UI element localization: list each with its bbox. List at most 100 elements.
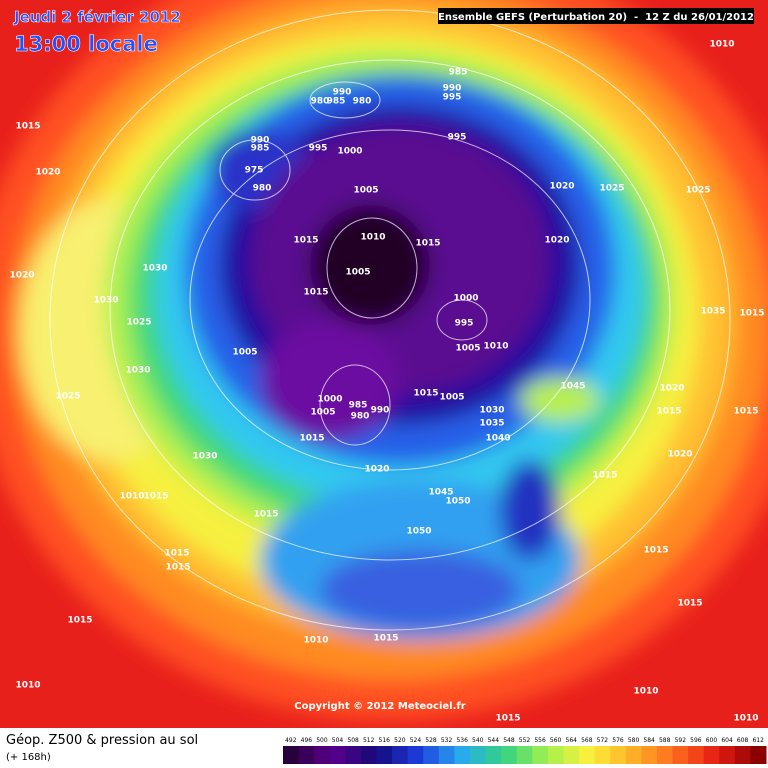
pressure-label: 1045 bbox=[560, 382, 585, 392]
pressure-label: 980 bbox=[311, 97, 330, 107]
colorbar-label: 572 bbox=[597, 737, 609, 744]
colorbar-label: 532 bbox=[441, 737, 453, 744]
colorbar-cell bbox=[750, 746, 767, 764]
colorbar-label: 568 bbox=[581, 737, 593, 744]
pressure-label: 1015 bbox=[303, 288, 328, 298]
pressure-label: 1030 bbox=[192, 452, 217, 462]
colorbar-cell bbox=[532, 746, 549, 764]
pressure-label: 995 bbox=[455, 319, 474, 329]
copyright: Copyright © 2012 Meteociel.fr bbox=[294, 701, 465, 712]
pressure-label: 1025 bbox=[685, 186, 710, 196]
pressure-label: 1005 bbox=[310, 408, 335, 418]
pressure-label: 995 bbox=[443, 93, 462, 103]
pressure-label: 1015 bbox=[495, 714, 520, 724]
pressure-label: 1050 bbox=[445, 497, 470, 507]
pressure-label: 1050 bbox=[406, 527, 431, 537]
pressure-label: 1025 bbox=[599, 184, 624, 194]
colorbar-cell bbox=[579, 746, 596, 764]
pressure-label: 1010 bbox=[15, 681, 40, 691]
colorbar-cell bbox=[376, 746, 393, 764]
pressure-label: 1015 bbox=[739, 309, 764, 319]
pressure-label: 980 bbox=[351, 412, 370, 422]
pressure-label: 1020 bbox=[544, 236, 569, 246]
pressure-label: 1030 bbox=[125, 366, 150, 376]
colorbar: 492 496 500 504 508 512 516 520 524 528 532 536 540 5… bbox=[283, 737, 767, 764]
colorbar-label: 608 bbox=[737, 737, 749, 744]
pressure-label: 1030 bbox=[142, 264, 167, 274]
pressure-label: 1020 bbox=[659, 384, 684, 394]
pressure-label: 995 bbox=[448, 133, 467, 143]
pressure-label: 1035 bbox=[479, 419, 504, 429]
colorbar-label: 588 bbox=[659, 737, 671, 744]
pressure-label: 1030 bbox=[93, 296, 118, 306]
pressure-label: 1015 bbox=[656, 407, 681, 417]
pressure-label: 1010 bbox=[360, 233, 385, 243]
pressure-label: 990 bbox=[251, 136, 270, 146]
header-box bbox=[438, 8, 754, 24]
colorbar-label: 512 bbox=[363, 737, 375, 744]
colorbar-cell bbox=[454, 746, 471, 764]
colorbar-cell bbox=[485, 746, 502, 764]
colorbar-cell bbox=[563, 746, 580, 764]
pressure-label: 1010 bbox=[303, 636, 328, 646]
pressure-label: 1020 bbox=[9, 271, 34, 281]
pressure-label: 1005 bbox=[345, 268, 370, 278]
lead-time: (+ 168h) bbox=[6, 752, 51, 763]
colorbar-cell bbox=[719, 746, 736, 764]
colorbar-label: 508 bbox=[347, 737, 359, 744]
pressure-label: 1040 bbox=[485, 434, 510, 444]
colorbar-label: 552 bbox=[519, 737, 531, 744]
colorbar-cell bbox=[656, 746, 674, 764]
pressure-label: 1015 bbox=[733, 407, 758, 417]
pressure-label: 1005 bbox=[439, 393, 464, 403]
colorbar-cell bbox=[703, 746, 720, 764]
colorbar-cell bbox=[423, 746, 440, 764]
colorbar-cell bbox=[641, 746, 658, 764]
pressure-label: 1015 bbox=[164, 549, 189, 559]
valid-date: Jeudi 2 février 2012 bbox=[13, 8, 181, 26]
field bbox=[0, 0, 768, 728]
colorbar-cell bbox=[625, 746, 642, 764]
colorbar-label: 564 bbox=[566, 737, 578, 744]
colorbar-label: 556 bbox=[534, 737, 546, 744]
pressure-label: 990 bbox=[443, 84, 462, 94]
pressure-label: 1015 bbox=[373, 634, 398, 644]
pressure-label: 1015 bbox=[415, 239, 440, 249]
colorbar-label: 544 bbox=[488, 737, 500, 744]
colorbar-label: 548 bbox=[503, 737, 515, 744]
pressure-label: 1005 bbox=[455, 344, 480, 354]
colorbar-cell bbox=[501, 746, 518, 764]
pressure-label: 1005 bbox=[232, 348, 257, 358]
pressure-label: 1015 bbox=[67, 616, 92, 626]
pressure-label: 1000 bbox=[337, 147, 362, 157]
colorbar-cell bbox=[314, 746, 331, 764]
pressure-label: 1045 bbox=[428, 488, 453, 498]
pressure-label: 1020 bbox=[667, 450, 692, 460]
colorbar-cell bbox=[283, 746, 300, 764]
colorbar-cell bbox=[594, 746, 611, 764]
pressure-label: 1010 bbox=[633, 687, 658, 697]
model-run: Ensemble GEFS (Perturbation 20) - 12 Z d… bbox=[438, 12, 754, 23]
pressure-label: 1015 bbox=[299, 434, 324, 444]
pressure-label: 985 bbox=[251, 144, 270, 154]
pressure-label: 1015 bbox=[677, 599, 702, 609]
pressure-label: 1015 bbox=[413, 389, 438, 399]
colorbar-cell bbox=[610, 746, 627, 764]
pressure-label: 1035 bbox=[700, 307, 725, 317]
pressure-label: 1000 bbox=[317, 395, 342, 405]
pressure-label: 985 bbox=[349, 401, 368, 411]
pressure-label: 1015 bbox=[165, 563, 190, 573]
isobars bbox=[49, 9, 731, 631]
pressure-label: 1010 bbox=[709, 40, 734, 50]
colorbar-label: 596 bbox=[690, 737, 702, 744]
valid-time: 13:00 locale bbox=[14, 32, 158, 56]
colorbar-label: 504 bbox=[332, 737, 344, 744]
pressure-label: 1010 bbox=[733, 714, 758, 724]
pressure-label: 985 bbox=[449, 68, 468, 78]
pressure-label: 990 bbox=[333, 88, 352, 98]
colorbar-cell bbox=[360, 746, 377, 764]
pressure-label: 1010 bbox=[119, 492, 144, 502]
